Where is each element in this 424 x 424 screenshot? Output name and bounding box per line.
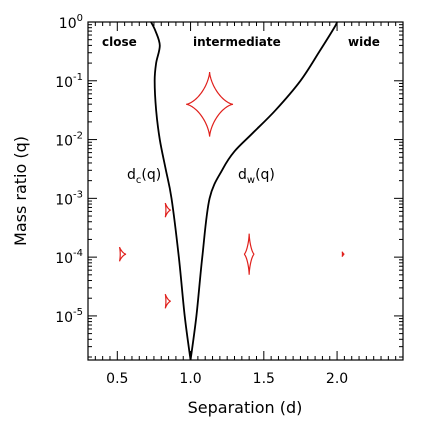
region-label-close: close — [102, 35, 137, 49]
y-tick-label: 10-4 — [55, 248, 83, 267]
x-tick-label: 2.0 — [326, 371, 348, 387]
x-tick-label: 0.5 — [106, 371, 128, 387]
caustic-shape — [341, 251, 345, 257]
caustic-shape — [164, 202, 171, 218]
y-tick-label: 10-1 — [55, 72, 83, 91]
region-label-intermediate: intermediate — [193, 35, 281, 49]
caustic-boundary-dw — [189, 21, 338, 361]
caustic-boundary-dc — [150, 21, 192, 361]
y-tick-label: 10-2 — [55, 131, 83, 150]
region-label-wide: wide — [348, 35, 380, 49]
y-tick-label: 100 — [59, 13, 83, 32]
x-tick-label: 1.5 — [253, 371, 275, 387]
caustic-shape — [118, 246, 127, 262]
y-axis-title: Mass ratio (q) — [11, 136, 30, 246]
plot-frame — [87, 21, 404, 361]
y-tick-label: 10-5 — [55, 307, 83, 326]
caustic-shape — [243, 233, 255, 275]
x-tick-label: 1.0 — [179, 371, 201, 387]
caustic-shape — [186, 71, 234, 137]
caustic-shape — [164, 293, 171, 309]
curve-label-dc: dc(q) — [127, 167, 161, 186]
curve-label-dw: dw(q) — [238, 167, 275, 186]
y-tick-label: 10-3 — [55, 189, 83, 208]
x-axis-title: Separation (d) — [188, 398, 303, 417]
